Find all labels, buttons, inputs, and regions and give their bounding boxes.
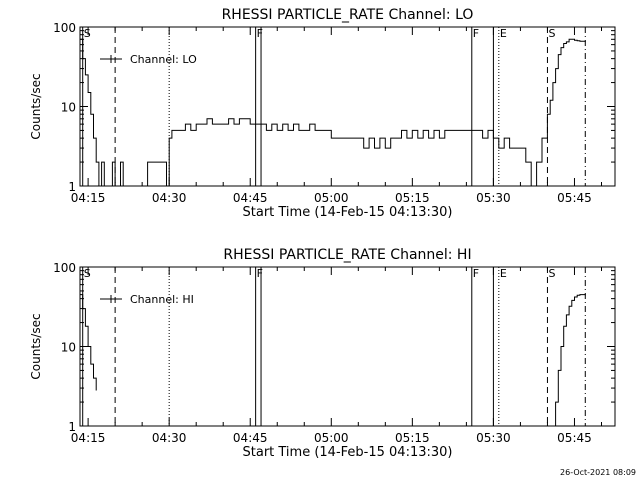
x-tick-label: 05:15 — [395, 431, 430, 445]
chart-title: RHESSI PARTICLE_RATE Channel: HI — [223, 247, 471, 263]
y-tick-label: 1 — [68, 180, 76, 194]
chart-title: RHESSI PARTICLE_RATE Channel: LO — [222, 7, 474, 23]
x-tick-label: 05:45 — [557, 431, 592, 445]
chart-hi-channel: RHESSI PARTICLE_RATE Channel: HI Counts/s… — [29, 247, 616, 460]
series-line — [80, 294, 586, 427]
x-tick-label: 04:30 — [152, 191, 187, 205]
event-marker-label: F — [257, 267, 263, 280]
event-marker-label: E — [500, 27, 507, 40]
y-tick-label: 1 — [68, 420, 76, 434]
event-marker-label: S — [84, 267, 91, 280]
y-axis-label: Counts/sec — [29, 313, 43, 379]
y-tick-label: 10 — [61, 341, 76, 355]
plot-frame — [79, 266, 616, 427]
x-tick-label: 05:00 — [314, 191, 349, 205]
x-tick-label: 05:30 — [476, 431, 511, 445]
event-marker-label: F — [473, 267, 479, 280]
y-tick-label: 100 — [53, 261, 76, 275]
series-line — [80, 38, 586, 187]
timestamp: 26-Oct-2021 08:09 — [560, 468, 636, 477]
chart-lo-channel: RHESSI PARTICLE_RATE Channel: LO Counts/s… — [29, 7, 616, 220]
y-tick-label: 100 — [53, 21, 76, 35]
x-tick-label: 04:30 — [152, 431, 187, 445]
event-marker-label: S — [548, 27, 555, 40]
x-tick-label: 05:15 — [395, 191, 430, 205]
x-tick-label: 05:30 — [476, 191, 511, 205]
x-tick-label: 04:45 — [233, 191, 268, 205]
y-axis-label: Counts/sec — [29, 73, 43, 139]
legend-label: Channel: HI — [130, 293, 194, 306]
event-marker-label: F — [257, 27, 263, 40]
x-tick-label: 04:15 — [71, 431, 106, 445]
x-tick-label: 05:45 — [557, 191, 592, 205]
x-axis-label: Start Time (14-Feb-15 04:13:30) — [243, 205, 453, 220]
x-tick-label: 05:00 — [314, 431, 349, 445]
event-marker-label: S — [84, 27, 91, 40]
event-marker-label: F — [473, 27, 479, 40]
event-marker-label: E — [500, 267, 507, 280]
x-axis-label: Start Time (14-Feb-15 04:13:30) — [243, 445, 453, 460]
y-tick-label: 10 — [61, 101, 76, 115]
x-tick-label: 04:15 — [71, 191, 106, 205]
legend-label: Channel: LO — [130, 53, 197, 66]
event-marker-label: S — [548, 267, 555, 280]
x-tick-label: 04:45 — [233, 431, 268, 445]
